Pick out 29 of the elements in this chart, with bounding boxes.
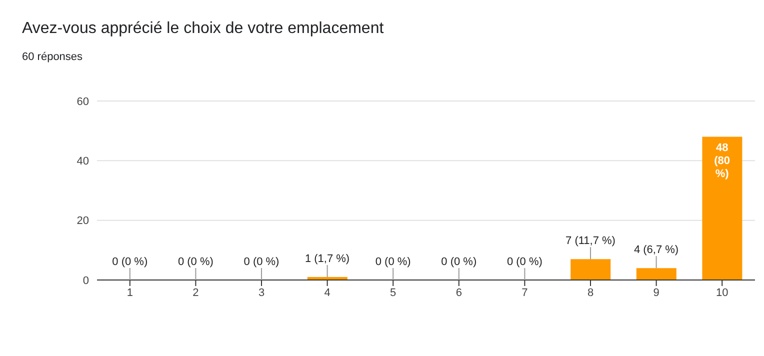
x-tick-label: 5 (390, 286, 396, 299)
y-tick-label: 0 (82, 274, 89, 287)
y-tick-label: 40 (76, 156, 89, 168)
data-label: 7 (11,7 %) (566, 235, 616, 248)
x-tick-label: 10 (716, 286, 728, 299)
y-tick-label: 20 (76, 215, 89, 228)
data-label: 1 (1,7 %) (304, 253, 350, 266)
x-tick-label: 4 (324, 286, 330, 299)
data-label: 0 (0 %) (375, 256, 411, 268)
x-tick-label: 3 (258, 286, 265, 299)
data-label: 0 (0 %) (441, 256, 477, 268)
y-tick-label: 60 (76, 96, 89, 108)
bar (636, 268, 676, 280)
bar (702, 136, 742, 280)
data-label: 0 (0 %) (178, 256, 214, 268)
chart-title: Avez-vous apprécié le choix de votre emplacement (22, 20, 384, 38)
x-tick-label: 6 (456, 286, 462, 299)
bar (570, 259, 611, 280)
x-tick-label: 9 (653, 286, 660, 299)
data-label: 0 (0 %) (244, 256, 280, 268)
x-tick-label: 1 (126, 286, 133, 299)
data-label: 48 (80 %) (714, 142, 730, 180)
x-tick-label: 7 (522, 286, 528, 299)
x-tick-label: 8 (587, 286, 594, 299)
x-tick-label: 2 (192, 286, 199, 299)
chart-subtitle: 60 réponses (22, 51, 83, 63)
data-label: 4 (6,7 %) (634, 244, 679, 256)
data-label: 0 (0 %) (506, 256, 542, 268)
data-label: 0 (0 %) (112, 256, 148, 268)
